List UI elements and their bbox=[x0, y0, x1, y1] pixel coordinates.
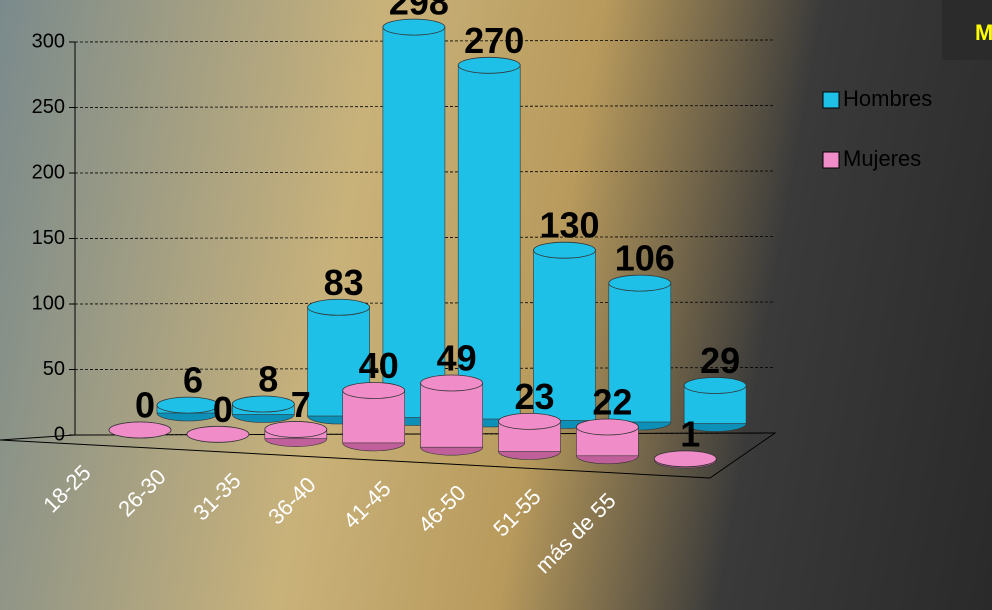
bar-top bbox=[264, 421, 328, 438]
x-tick-label: 51-55 bbox=[488, 484, 545, 541]
legend-label: Mujeres bbox=[843, 146, 921, 171]
y-tick-label: 100 bbox=[32, 292, 65, 314]
bar-top bbox=[420, 374, 484, 392]
bar-top bbox=[576, 418, 639, 436]
bar bbox=[533, 249, 596, 421]
x-tick-label: 18-25 bbox=[38, 460, 95, 517]
y-tick-label: 0 bbox=[54, 423, 65, 445]
bar-top bbox=[186, 425, 250, 443]
legend-swatch bbox=[822, 151, 840, 169]
value-label: 29 bbox=[700, 340, 740, 381]
bar bbox=[457, 65, 521, 420]
value-label: 23 bbox=[514, 376, 554, 417]
bar-top bbox=[608, 274, 672, 292]
bar-top bbox=[231, 395, 295, 413]
x-tick-label: 31-35 bbox=[188, 468, 245, 525]
corner-text: M bbox=[975, 20, 992, 45]
value-label: 0 bbox=[135, 385, 155, 426]
legend-swatch bbox=[822, 91, 840, 109]
corner-box bbox=[942, 0, 992, 60]
bar-top bbox=[382, 18, 446, 36]
bar-top bbox=[108, 421, 172, 439]
value-label: 40 bbox=[359, 345, 399, 386]
bar-top bbox=[457, 56, 521, 74]
bar bbox=[382, 26, 446, 418]
value-label: 49 bbox=[437, 338, 477, 379]
value-label: 8 bbox=[258, 359, 278, 400]
value-label: 1 bbox=[680, 413, 700, 454]
y-tick-label: 300 bbox=[32, 30, 65, 52]
value-label: 6 bbox=[183, 360, 203, 401]
y-tick-label: 250 bbox=[32, 96, 65, 118]
y-tick-label: 50 bbox=[43, 358, 65, 380]
bar bbox=[608, 282, 672, 423]
legend-label: Hombres bbox=[843, 86, 932, 111]
bar-top bbox=[156, 396, 220, 414]
value-label: 298 bbox=[389, 0, 449, 23]
y-tick-label: 200 bbox=[32, 161, 65, 183]
x-tick-label: 41-45 bbox=[338, 476, 395, 533]
bar bbox=[420, 382, 483, 448]
y-tick-label: 150 bbox=[32, 227, 65, 249]
value-label: 130 bbox=[539, 205, 599, 246]
bar-top bbox=[342, 382, 406, 399]
bar-top bbox=[533, 241, 596, 259]
bar-top bbox=[653, 450, 717, 468]
x-tick-label: 46-50 bbox=[413, 480, 470, 537]
bar-top bbox=[307, 298, 371, 316]
x-tick-label: 36-40 bbox=[263, 472, 320, 529]
value-label: 83 bbox=[324, 262, 364, 303]
bar bbox=[342, 390, 406, 444]
bar-top bbox=[683, 377, 747, 394]
value-label: 270 bbox=[464, 20, 524, 61]
value-label: 22 bbox=[592, 381, 632, 422]
bar-top bbox=[498, 412, 561, 430]
x-tick-label: 26-30 bbox=[113, 464, 170, 521]
value-label: 106 bbox=[615, 238, 675, 279]
value-label: 7 bbox=[291, 384, 311, 425]
value-label: 0 bbox=[213, 389, 233, 430]
